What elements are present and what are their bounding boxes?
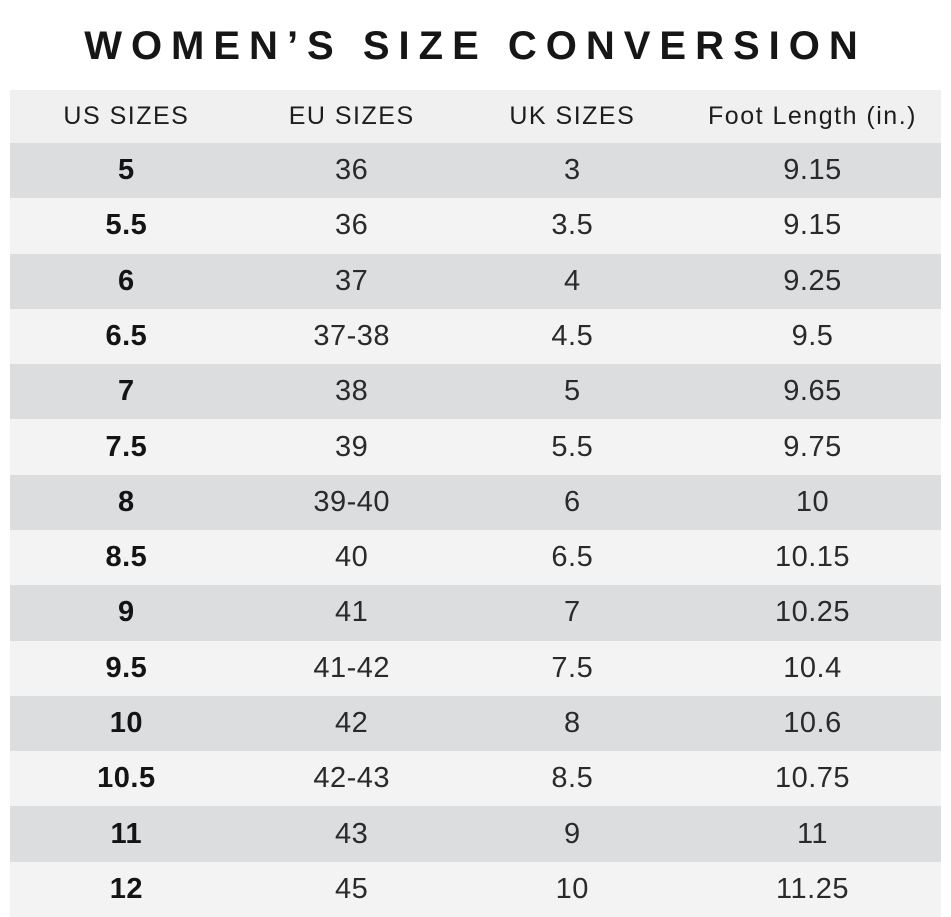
cell-us-size: 10 — [109, 706, 143, 739]
cell-uk-size: 8.5 — [551, 762, 594, 795]
cell-eu-size: 41-42 — [313, 651, 390, 684]
table-row: 10 42 8 10.6 — [10, 695, 941, 752]
title-area: WOMEN’S SIZE CONVERSION — [0, 0, 951, 90]
cell-uk-size: 7.5 — [551, 651, 594, 684]
cell-foot-length: 10.15 — [774, 541, 851, 574]
cell-eu-size: 42-43 — [313, 762, 390, 795]
cell-foot-length: 10.4 — [783, 651, 842, 684]
column-header-uk-sizes: UK SIZES — [509, 102, 636, 130]
cell-uk-size: 4 — [563, 264, 581, 297]
cell-us-size: 8.5 — [105, 541, 148, 574]
cell-us-size: 12 — [109, 872, 143, 905]
table-row: 11 43 9 11 — [10, 806, 941, 862]
table-row: 7 38 5 9.65 — [10, 364, 941, 420]
cell-us-size: 6 — [118, 264, 135, 297]
cell-eu-size: 45 — [335, 872, 369, 905]
cell-us-size: 9 — [118, 596, 135, 629]
cell-uk-size: 3 — [563, 154, 581, 187]
cell-us-size: 11 — [110, 817, 143, 850]
cell-us-size: 7 — [118, 375, 135, 408]
table-body: 5 36 3 9.15 5.5 36 3.5 9.15 6 37 4 9.25 … — [10, 143, 941, 917]
cell-foot-length: 10.6 — [783, 706, 842, 739]
cell-eu-size: 39 — [335, 430, 369, 463]
cell-foot-length: 9.65 — [783, 375, 842, 408]
cell-eu-size: 42 — [335, 706, 369, 739]
cell-foot-length: 9.15 — [783, 154, 842, 187]
cell-us-size: 6.5 — [105, 319, 148, 352]
cell-uk-size: 8 — [563, 706, 581, 739]
cell-eu-size: 37 — [335, 264, 369, 297]
cell-uk-size: 5.5 — [551, 430, 594, 463]
table-row: 8.5 40 6.5 10.15 — [10, 529, 941, 586]
cell-foot-length: 9.25 — [783, 264, 842, 297]
cell-us-size: 8 — [118, 485, 135, 518]
table-row: 7.5 39 5.5 9.75 — [10, 419, 941, 475]
cell-foot-length: 9.5 — [791, 319, 834, 352]
cell-uk-size: 6 — [563, 485, 581, 518]
cell-eu-size: 40 — [335, 541, 369, 574]
column-header-us-sizes: US SIZES — [63, 102, 190, 130]
table-row: 8 39-40 6 10 — [10, 474, 941, 530]
table-row: 9 41 7 10.25 — [10, 585, 941, 641]
table-row: 9.5 41-42 7.5 10.4 — [10, 640, 941, 696]
cell-foot-length: 11.25 — [776, 872, 849, 905]
cell-uk-size: 5 — [563, 375, 581, 408]
table-row: 12 45 10 11.25 — [10, 861, 941, 917]
column-header-foot-length: Foot Length (in.) — [708, 102, 917, 130]
cell-uk-size: 7 — [563, 596, 581, 629]
cell-eu-size: 43 — [335, 817, 369, 850]
cell-us-size: 9.5 — [105, 651, 148, 684]
column-header-eu-sizes: EU SIZES — [288, 102, 415, 130]
cell-eu-size: 37-38 — [313, 319, 390, 352]
cell-uk-size: 9 — [563, 817, 581, 850]
cell-uk-size: 10 — [555, 872, 589, 905]
page-title: WOMEN’S SIZE CONVERSION — [84, 23, 867, 68]
cell-us-size: 5 — [118, 154, 135, 187]
cell-eu-size: 38 — [335, 375, 369, 408]
table-row: 5 36 3 9.15 — [10, 143, 941, 199]
table-row: 6 37 4 9.25 — [10, 253, 941, 309]
cell-us-size: 10.5 — [97, 762, 156, 795]
size-conversion-table: US SIZES EU SIZES UK SIZES Foot Length (… — [10, 90, 941, 917]
cell-uk-size: 4.5 — [551, 319, 594, 352]
cell-us-size: 5.5 — [105, 209, 148, 242]
cell-eu-size: 36 — [335, 209, 369, 242]
cell-foot-length: 10.25 — [774, 596, 851, 629]
cell-uk-size: 3.5 — [551, 209, 594, 242]
cell-uk-size: 6.5 — [551, 541, 594, 574]
cell-eu-size: 39-40 — [313, 485, 390, 518]
table-row: 6.5 37-38 4.5 9.5 — [10, 308, 941, 365]
cell-foot-length: 10 — [795, 485, 830, 518]
table-row: 5.5 36 3.5 9.15 — [10, 198, 941, 254]
cell-eu-size: 41 — [335, 596, 369, 629]
table-row: 10.5 42-43 8.5 10.75 — [10, 751, 941, 807]
cell-foot-length: 9.75 — [783, 430, 842, 463]
cell-us-size: 7.5 — [105, 430, 148, 463]
cell-foot-length: 11 — [796, 817, 829, 850]
cell-foot-length: 9.15 — [783, 209, 842, 242]
cell-foot-length: 10.75 — [774, 762, 851, 795]
table-header-row: US SIZES EU SIZES UK SIZES Foot Length (… — [10, 90, 941, 143]
cell-eu-size: 36 — [335, 154, 369, 187]
